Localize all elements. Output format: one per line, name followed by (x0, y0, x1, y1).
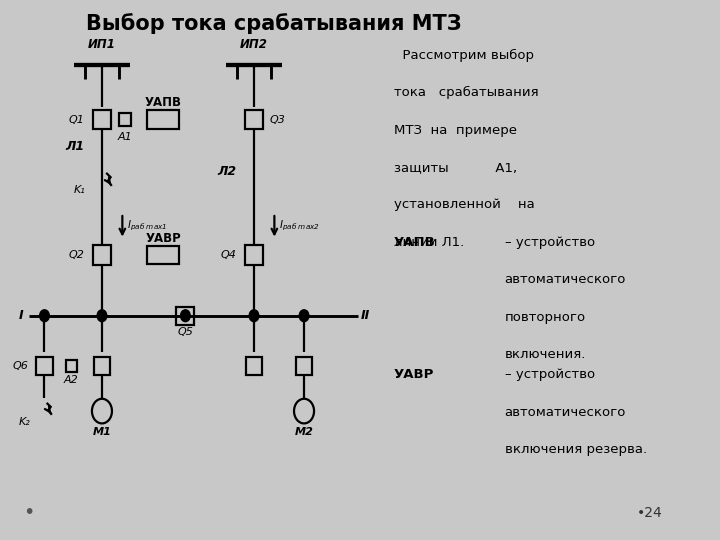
Text: включения резерва.: включения резерва. (505, 443, 647, 456)
Text: Q4: Q4 (220, 250, 236, 260)
Text: – устройство: – устройство (505, 368, 595, 381)
Text: Рассмотрим выбор: Рассмотрим выбор (394, 49, 534, 62)
Text: ИП2: ИП2 (240, 38, 268, 51)
Text: •: • (23, 503, 35, 523)
Bar (296, 357, 312, 375)
Text: Q5: Q5 (177, 327, 193, 337)
Bar (245, 246, 264, 265)
Text: K₂: K₂ (19, 417, 30, 427)
Text: повторного: повторного (505, 310, 585, 323)
Bar (35, 357, 53, 375)
Text: Q6: Q6 (13, 361, 29, 371)
Circle shape (97, 310, 107, 322)
Text: установленной    на: установленной на (394, 199, 535, 212)
Text: автоматического: автоматического (505, 273, 626, 286)
Text: A1: A1 (117, 132, 132, 142)
Text: УАВР: УАВР (145, 232, 181, 245)
Text: $I_{\mathregular{раб\ max1}}$: $I_{\mathregular{раб\ max1}}$ (127, 218, 167, 233)
Bar (93, 246, 111, 265)
Circle shape (300, 310, 309, 322)
Text: Q1: Q1 (68, 114, 84, 125)
Text: Выбор тока срабатывания МТЗ: Выбор тока срабатывания МТЗ (86, 14, 462, 35)
Bar (119, 113, 131, 126)
Circle shape (249, 310, 258, 322)
Text: защиты           А1,: защиты А1, (394, 161, 517, 174)
Text: тока   срабатывания: тока срабатывания (394, 86, 539, 99)
Bar (93, 110, 111, 129)
Circle shape (181, 310, 190, 322)
Bar (176, 307, 194, 325)
Circle shape (40, 310, 49, 322)
Bar (245, 110, 264, 129)
Text: •24: •24 (636, 506, 662, 520)
Text: M2: M2 (294, 427, 313, 437)
Text: I: I (19, 309, 23, 322)
Text: линии Л1.: линии Л1. (394, 236, 464, 249)
Text: $I_{\mathregular{раб\ max2}}$: $I_{\mathregular{раб\ max2}}$ (279, 218, 320, 233)
Text: УАВР: УАВР (394, 368, 434, 381)
Bar (246, 357, 262, 375)
Text: M1: M1 (92, 427, 112, 437)
Text: K₁: K₁ (73, 185, 85, 195)
Text: Л2: Л2 (217, 165, 236, 179)
Text: МТЗ  на  примере: МТЗ на примере (394, 124, 517, 137)
Text: – устройство: – устройство (505, 236, 595, 249)
Bar (66, 360, 77, 372)
Text: автоматического: автоматического (505, 406, 626, 419)
Text: Q3: Q3 (269, 114, 285, 125)
Text: II: II (361, 309, 370, 322)
Bar (94, 357, 110, 375)
Text: ИП1: ИП1 (88, 38, 116, 51)
Text: Л1: Л1 (65, 140, 84, 153)
Bar (148, 246, 179, 264)
Text: УАПВ: УАПВ (394, 236, 436, 249)
Text: A2: A2 (64, 375, 78, 385)
Bar (148, 110, 179, 129)
Text: включения.: включения. (505, 348, 586, 361)
Text: Q2: Q2 (68, 250, 84, 260)
Text: УАПВ: УАПВ (145, 96, 181, 109)
